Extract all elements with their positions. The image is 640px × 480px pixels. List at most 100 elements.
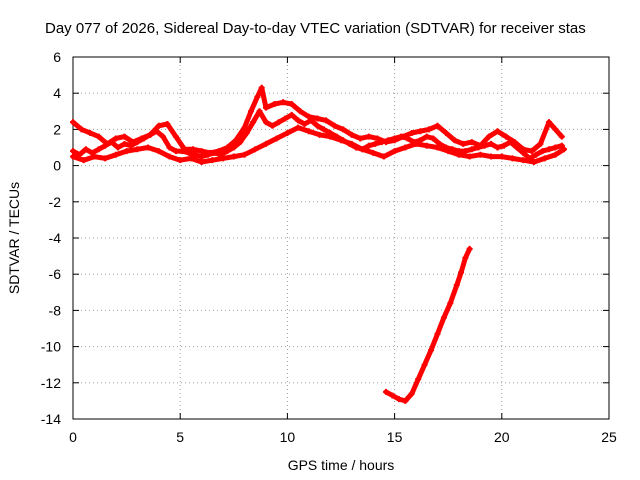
x-tick-label: 5: [176, 429, 184, 445]
y-tick-label: 2: [53, 121, 61, 137]
data-point: [301, 120, 308, 127]
data-point: [70, 153, 76, 160]
data-point: [262, 104, 269, 111]
y-tick-label: -8: [49, 302, 62, 318]
data-point: [408, 390, 415, 397]
y-tick-label: 4: [53, 85, 61, 101]
y-tick-label: 0: [53, 158, 61, 174]
data-point: [460, 140, 467, 147]
data-point: [374, 135, 381, 142]
data-point: [147, 131, 154, 138]
data-point: [462, 148, 469, 155]
y-tick-label: -4: [49, 230, 62, 246]
data-point: [541, 155, 548, 162]
data-point: [241, 151, 248, 158]
data-point: [552, 144, 559, 151]
data-point: [316, 131, 323, 138]
data-point: [262, 119, 269, 126]
data-point: [423, 133, 430, 140]
x-tick-label: 25: [601, 429, 617, 445]
data-point: [494, 144, 501, 151]
data-point: [80, 157, 87, 164]
series-upper-line: [70, 85, 565, 156]
data-point: [434, 144, 441, 151]
data-point: [537, 140, 544, 147]
data-point: [230, 153, 237, 160]
y-tick-label: -2: [49, 194, 62, 210]
data-point: [271, 101, 278, 108]
data-point: [155, 122, 162, 129]
data-point: [400, 133, 407, 140]
data-point: [545, 146, 552, 153]
data-point: [423, 142, 430, 149]
data-point: [243, 130, 250, 137]
data-series: [70, 84, 567, 404]
data-point: [365, 142, 372, 149]
data-point: [121, 140, 128, 147]
data-point: [520, 146, 527, 153]
y-tick-label: -14: [41, 411, 61, 427]
data-point: [380, 153, 387, 160]
data-point: [230, 144, 237, 151]
data-point: [181, 146, 188, 153]
data-point: [269, 122, 276, 129]
data-point: [558, 133, 565, 140]
data-point: [520, 157, 527, 164]
data-point: [207, 149, 214, 156]
data-point: [305, 128, 312, 135]
data-point: [134, 146, 141, 153]
data-point: [232, 137, 239, 144]
data-point: [282, 115, 289, 122]
data-point: [370, 149, 377, 156]
data-point: [160, 133, 167, 140]
data-point: [466, 245, 473, 252]
data-point: [389, 392, 396, 399]
y-axis-label: SDTVAR / TECUs: [6, 182, 22, 294]
data-point: [258, 84, 265, 91]
data-point: [395, 396, 402, 403]
data-point: [215, 148, 222, 155]
data-point: [190, 146, 197, 153]
data-point: [391, 137, 398, 144]
data-point: [314, 115, 321, 122]
data-point: [95, 133, 102, 140]
data-point: [415, 376, 422, 383]
data-point: [82, 146, 89, 153]
data-point: [428, 347, 435, 354]
data-point: [468, 146, 475, 153]
data-point: [288, 111, 295, 118]
data-point: [177, 157, 184, 164]
data-point: [115, 144, 122, 151]
data-point: [443, 130, 450, 137]
data-point: [123, 148, 130, 155]
data-point: [477, 151, 484, 158]
data-point: [453, 282, 460, 289]
data-point: [172, 133, 179, 140]
data-point: [273, 135, 280, 142]
data-point: [198, 153, 205, 160]
data-point: [340, 126, 347, 133]
data-point: [509, 155, 516, 162]
data-point: [166, 144, 173, 151]
data-point: [503, 133, 510, 140]
data-point: [172, 148, 179, 155]
data-point: [477, 142, 484, 149]
data-point: [552, 126, 559, 133]
data-point: [87, 130, 94, 137]
data-point: [402, 397, 409, 404]
y-tick-label: -6: [49, 266, 62, 282]
x-axis-label: GPS time / hours: [288, 457, 395, 473]
data-point: [130, 139, 137, 146]
data-point: [224, 144, 231, 151]
data-point: [530, 158, 537, 165]
data-point: [440, 314, 447, 321]
data-point: [425, 126, 432, 133]
data-point: [145, 144, 152, 151]
data-point: [434, 330, 441, 337]
data-point: [462, 254, 469, 261]
data-point: [359, 146, 366, 153]
data-point: [166, 153, 173, 160]
data-point: [112, 135, 119, 142]
data-point: [121, 133, 128, 140]
